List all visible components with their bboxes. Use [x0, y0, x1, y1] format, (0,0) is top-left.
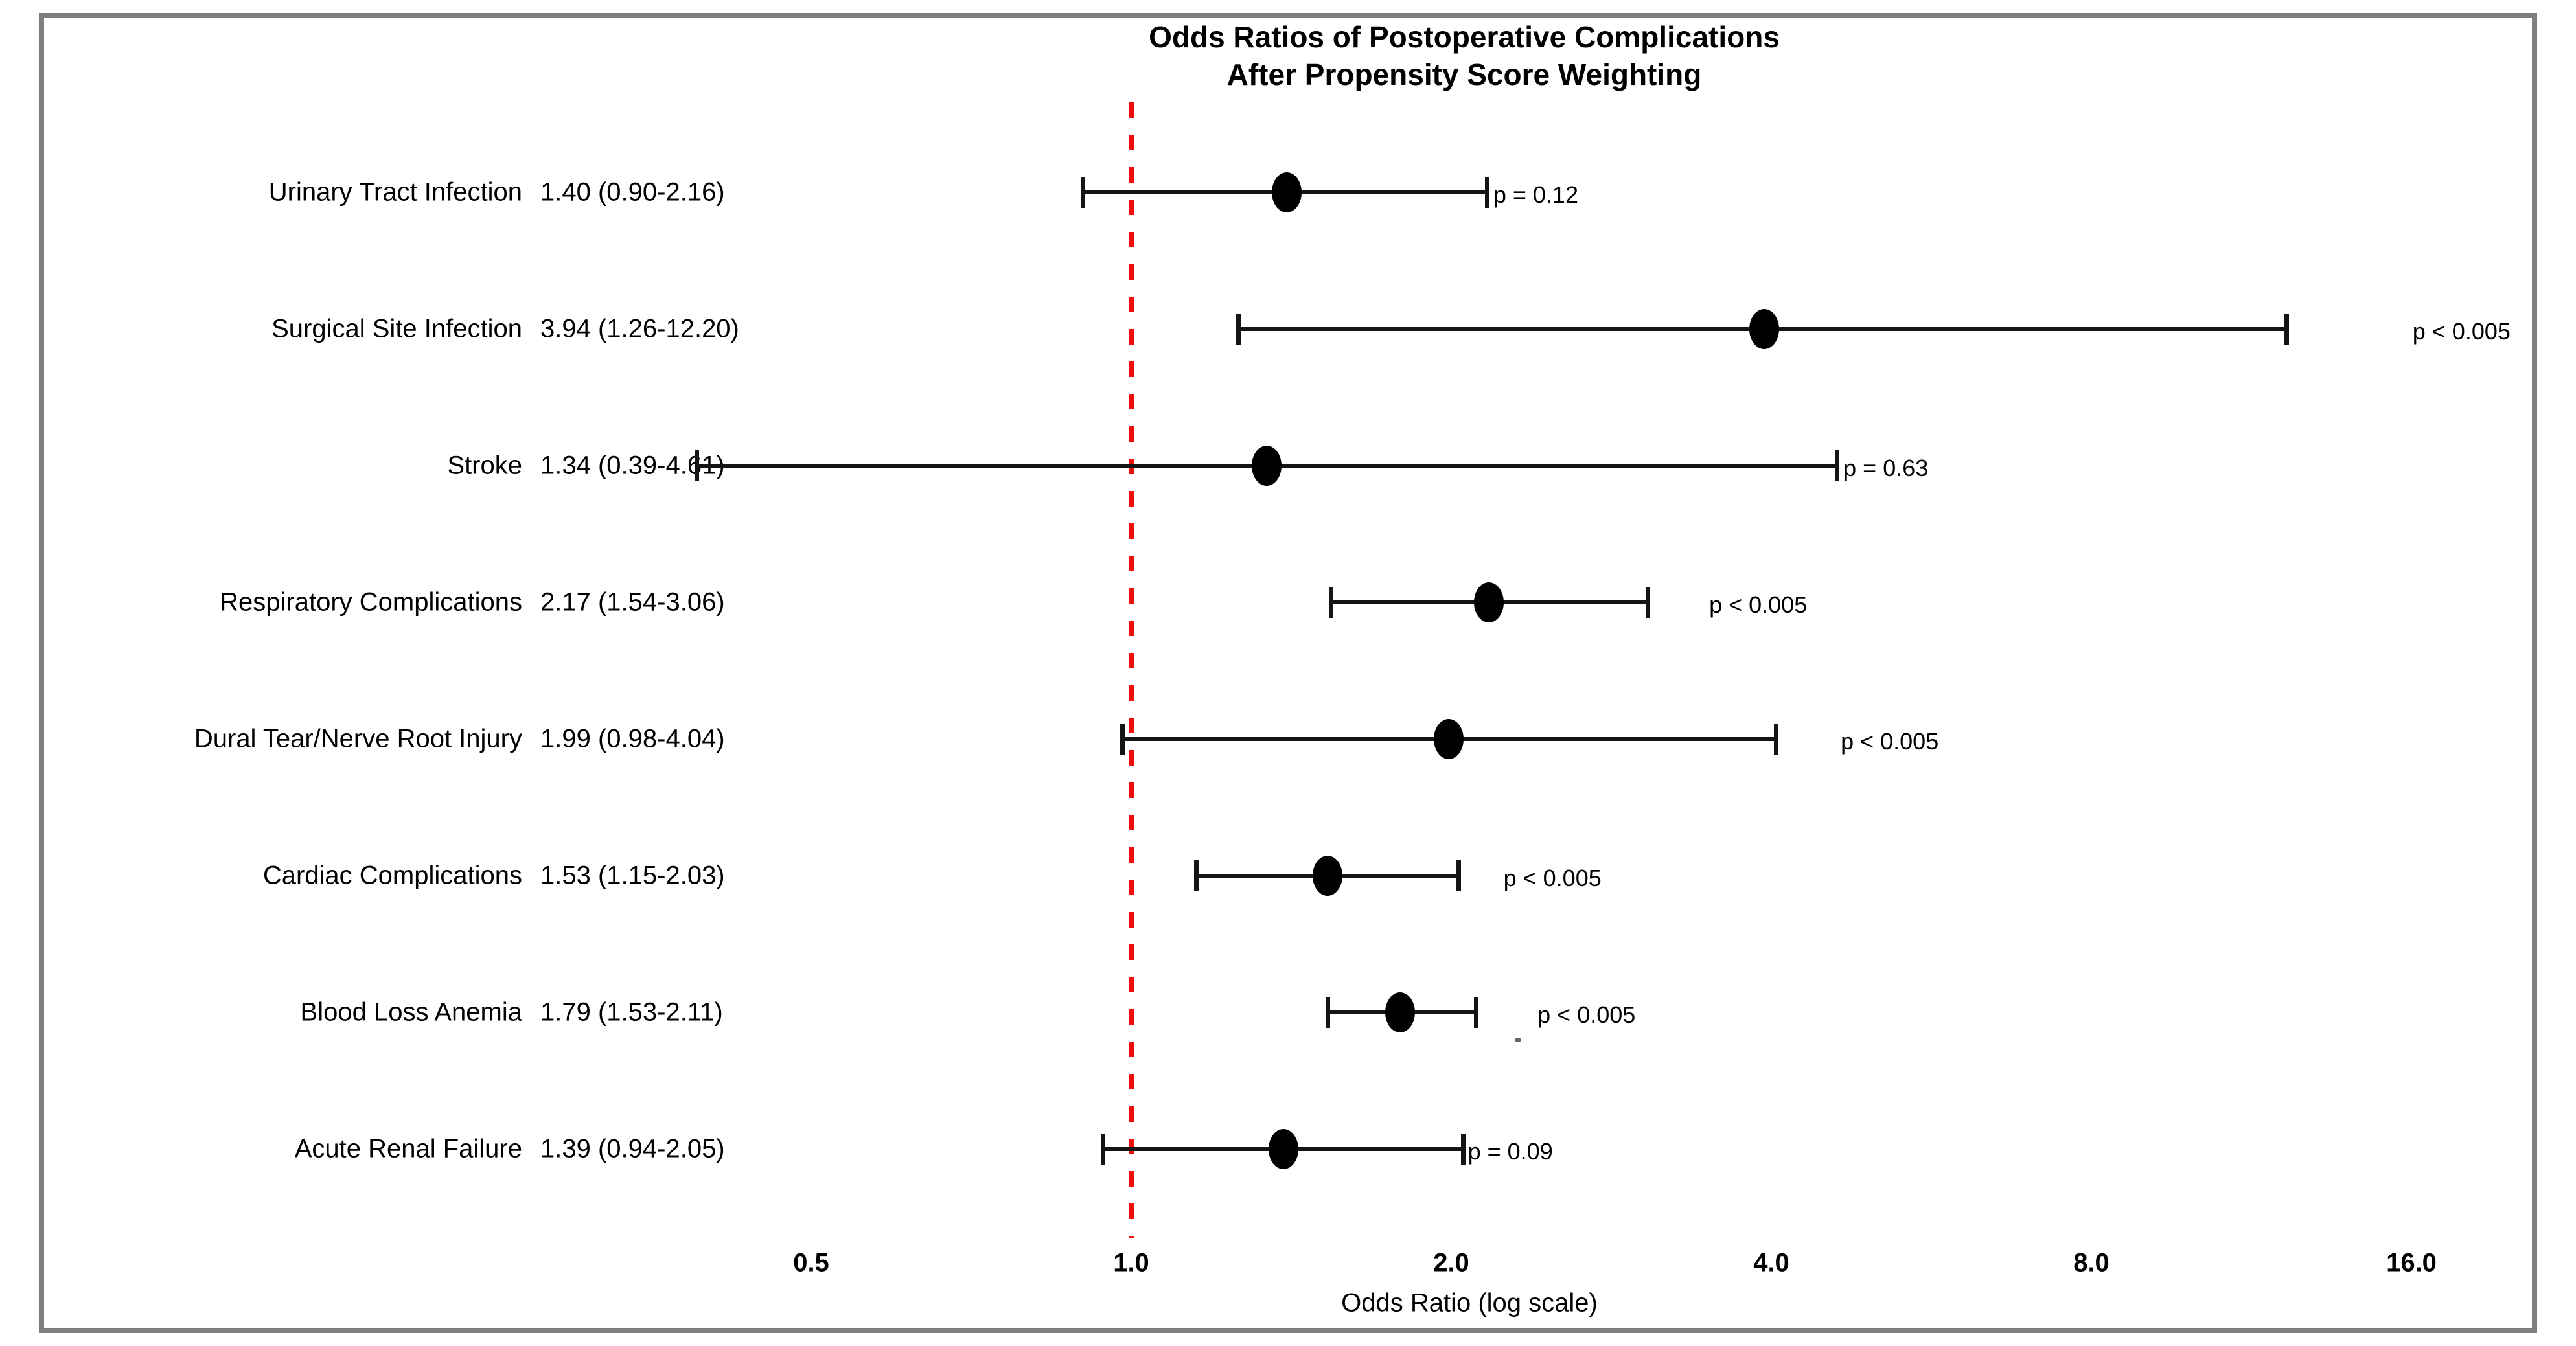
stray-mark	[1515, 1038, 1521, 1042]
plot-frame	[39, 13, 2537, 1333]
ci-cap-left	[1100, 1134, 1105, 1165]
ci-cap-right	[1646, 587, 1651, 618]
chart-title-line1: Odds Ratios of Postoperative Complicatio…	[1149, 20, 1780, 54]
ci-cap-left	[1326, 997, 1331, 1028]
row-label: Dural Tear/Nerve Root Injury	[194, 724, 522, 753]
row-estimate-text: 1.79 (1.53-2.11)	[540, 998, 723, 1027]
ci-cap-left	[1120, 724, 1125, 755]
or-marker	[1434, 719, 1464, 759]
row-estimate-text: 1.53 (1.15-2.03)	[540, 861, 725, 890]
reference-line-or-1	[1129, 102, 1134, 1238]
or-marker	[1385, 992, 1415, 1032]
p-value-label: p < 0.005	[1709, 591, 1808, 618]
row-estimate-text: 1.99 (0.98-4.04)	[540, 724, 725, 753]
row-label: Acute Renal Failure	[294, 1134, 522, 1163]
or-marker	[1474, 582, 1504, 622]
ci-cap-left	[694, 450, 699, 481]
or-marker	[1313, 856, 1343, 896]
ci-cap-right	[1474, 997, 1479, 1028]
row-label: Stroke	[447, 451, 522, 480]
ci-cap-right	[1774, 724, 1779, 755]
row-label: Respiratory Complications	[220, 587, 522, 617]
ci-cap-left	[1236, 314, 1241, 345]
x-tick-label: 8.0	[2073, 1248, 2110, 1277]
row-label: Cardiac Complications	[262, 861, 522, 890]
ci-cap-left	[1193, 860, 1199, 891]
ci-cap-right	[1484, 177, 1489, 208]
or-marker	[1268, 1129, 1298, 1169]
row-estimate-text: 1.40 (0.90-2.16)	[540, 177, 725, 207]
ci-cap-right	[2284, 314, 2289, 345]
x-tick-label: 16.0	[2386, 1248, 2437, 1277]
chart-title-line2: After Propensity Score Weighting	[1226, 58, 1702, 91]
p-value-label: p < 0.005	[1841, 728, 1939, 755]
row-estimate-text: 3.94 (1.26-12.20)	[540, 314, 739, 343]
x-tick-label: 0.5	[793, 1248, 829, 1277]
or-marker	[1271, 172, 1302, 212]
row-estimate-text: 1.39 (0.94-2.05)	[540, 1134, 725, 1163]
ci-cap-right	[1835, 450, 1840, 481]
x-tick-label: 2.0	[1433, 1248, 1469, 1277]
row-estimate-text: 1.34 (0.39-4.61)	[540, 451, 725, 480]
ci-cap-right	[1460, 1134, 1466, 1165]
or-marker	[1749, 309, 1780, 349]
x-tick-label: 1.0	[1113, 1248, 1149, 1277]
ci-cap-right	[1456, 860, 1461, 891]
p-value-label: p = 0.63	[1843, 455, 1929, 481]
chart-title: Odds Ratios of Postoperative Complicatio…	[1149, 18, 1780, 93]
ci-cap-left	[1328, 587, 1333, 618]
row-label: Urinary Tract Infection	[268, 177, 522, 207]
x-axis-title: Odds Ratio (log scale)	[1341, 1288, 1598, 1317]
p-value-label: p < 0.005	[1503, 865, 1602, 891]
p-value-label: p < 0.005	[1537, 1001, 1636, 1028]
p-value-label: p < 0.005	[2412, 318, 2511, 345]
row-label: Blood Loss Anemia	[300, 998, 522, 1027]
p-value-label: p = 0.12	[1493, 181, 1578, 208]
row-estimate-text: 2.17 (1.54-3.06)	[540, 587, 725, 617]
row-label: Surgical Site Infection	[271, 314, 522, 343]
x-tick-label: 4.0	[1753, 1248, 1789, 1277]
ci-cap-left	[1080, 177, 1085, 208]
or-marker	[1251, 446, 1282, 486]
p-value-label: p = 0.09	[1467, 1138, 1553, 1165]
